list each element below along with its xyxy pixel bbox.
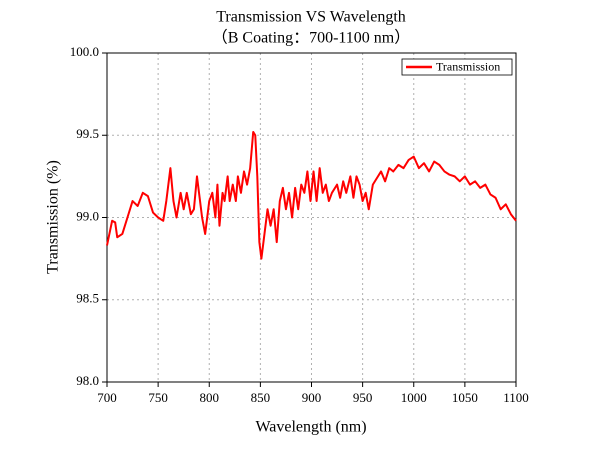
chart-title: Transmission VS Wavelength	[216, 9, 406, 26]
x-tick-label: 1100	[503, 390, 529, 405]
y-tick-label: 98.5	[76, 291, 99, 306]
legend-label: Transmission	[436, 59, 500, 73]
y-tick-label: 99.5	[76, 126, 99, 141]
x-tick-label: 850	[251, 390, 271, 405]
plot-frame	[106, 52, 517, 383]
y-axis-label: Transmission (%)	[45, 160, 62, 274]
legend-box	[401, 58, 513, 76]
x-tick-label: 750	[148, 390, 168, 405]
data-line	[106, 130, 517, 260]
chart-subtitle: （B Coating：700-1100 nm）	[212, 29, 411, 47]
x-tick-label: 900	[302, 390, 322, 405]
x-tick-label: 950	[353, 390, 373, 405]
y-tick-label: 98.0	[76, 373, 99, 388]
x-tick-label: 700	[97, 390, 117, 405]
x-tick-label: 800	[200, 390, 220, 405]
x-axis-label: Wavelength (nm)	[255, 419, 366, 436]
y-tick-label: 100.0	[70, 44, 99, 59]
y-tick-label: 99.0	[76, 208, 99, 223]
x-tick-label: 1050	[452, 390, 478, 405]
x-tick-label: 1000	[401, 390, 427, 405]
